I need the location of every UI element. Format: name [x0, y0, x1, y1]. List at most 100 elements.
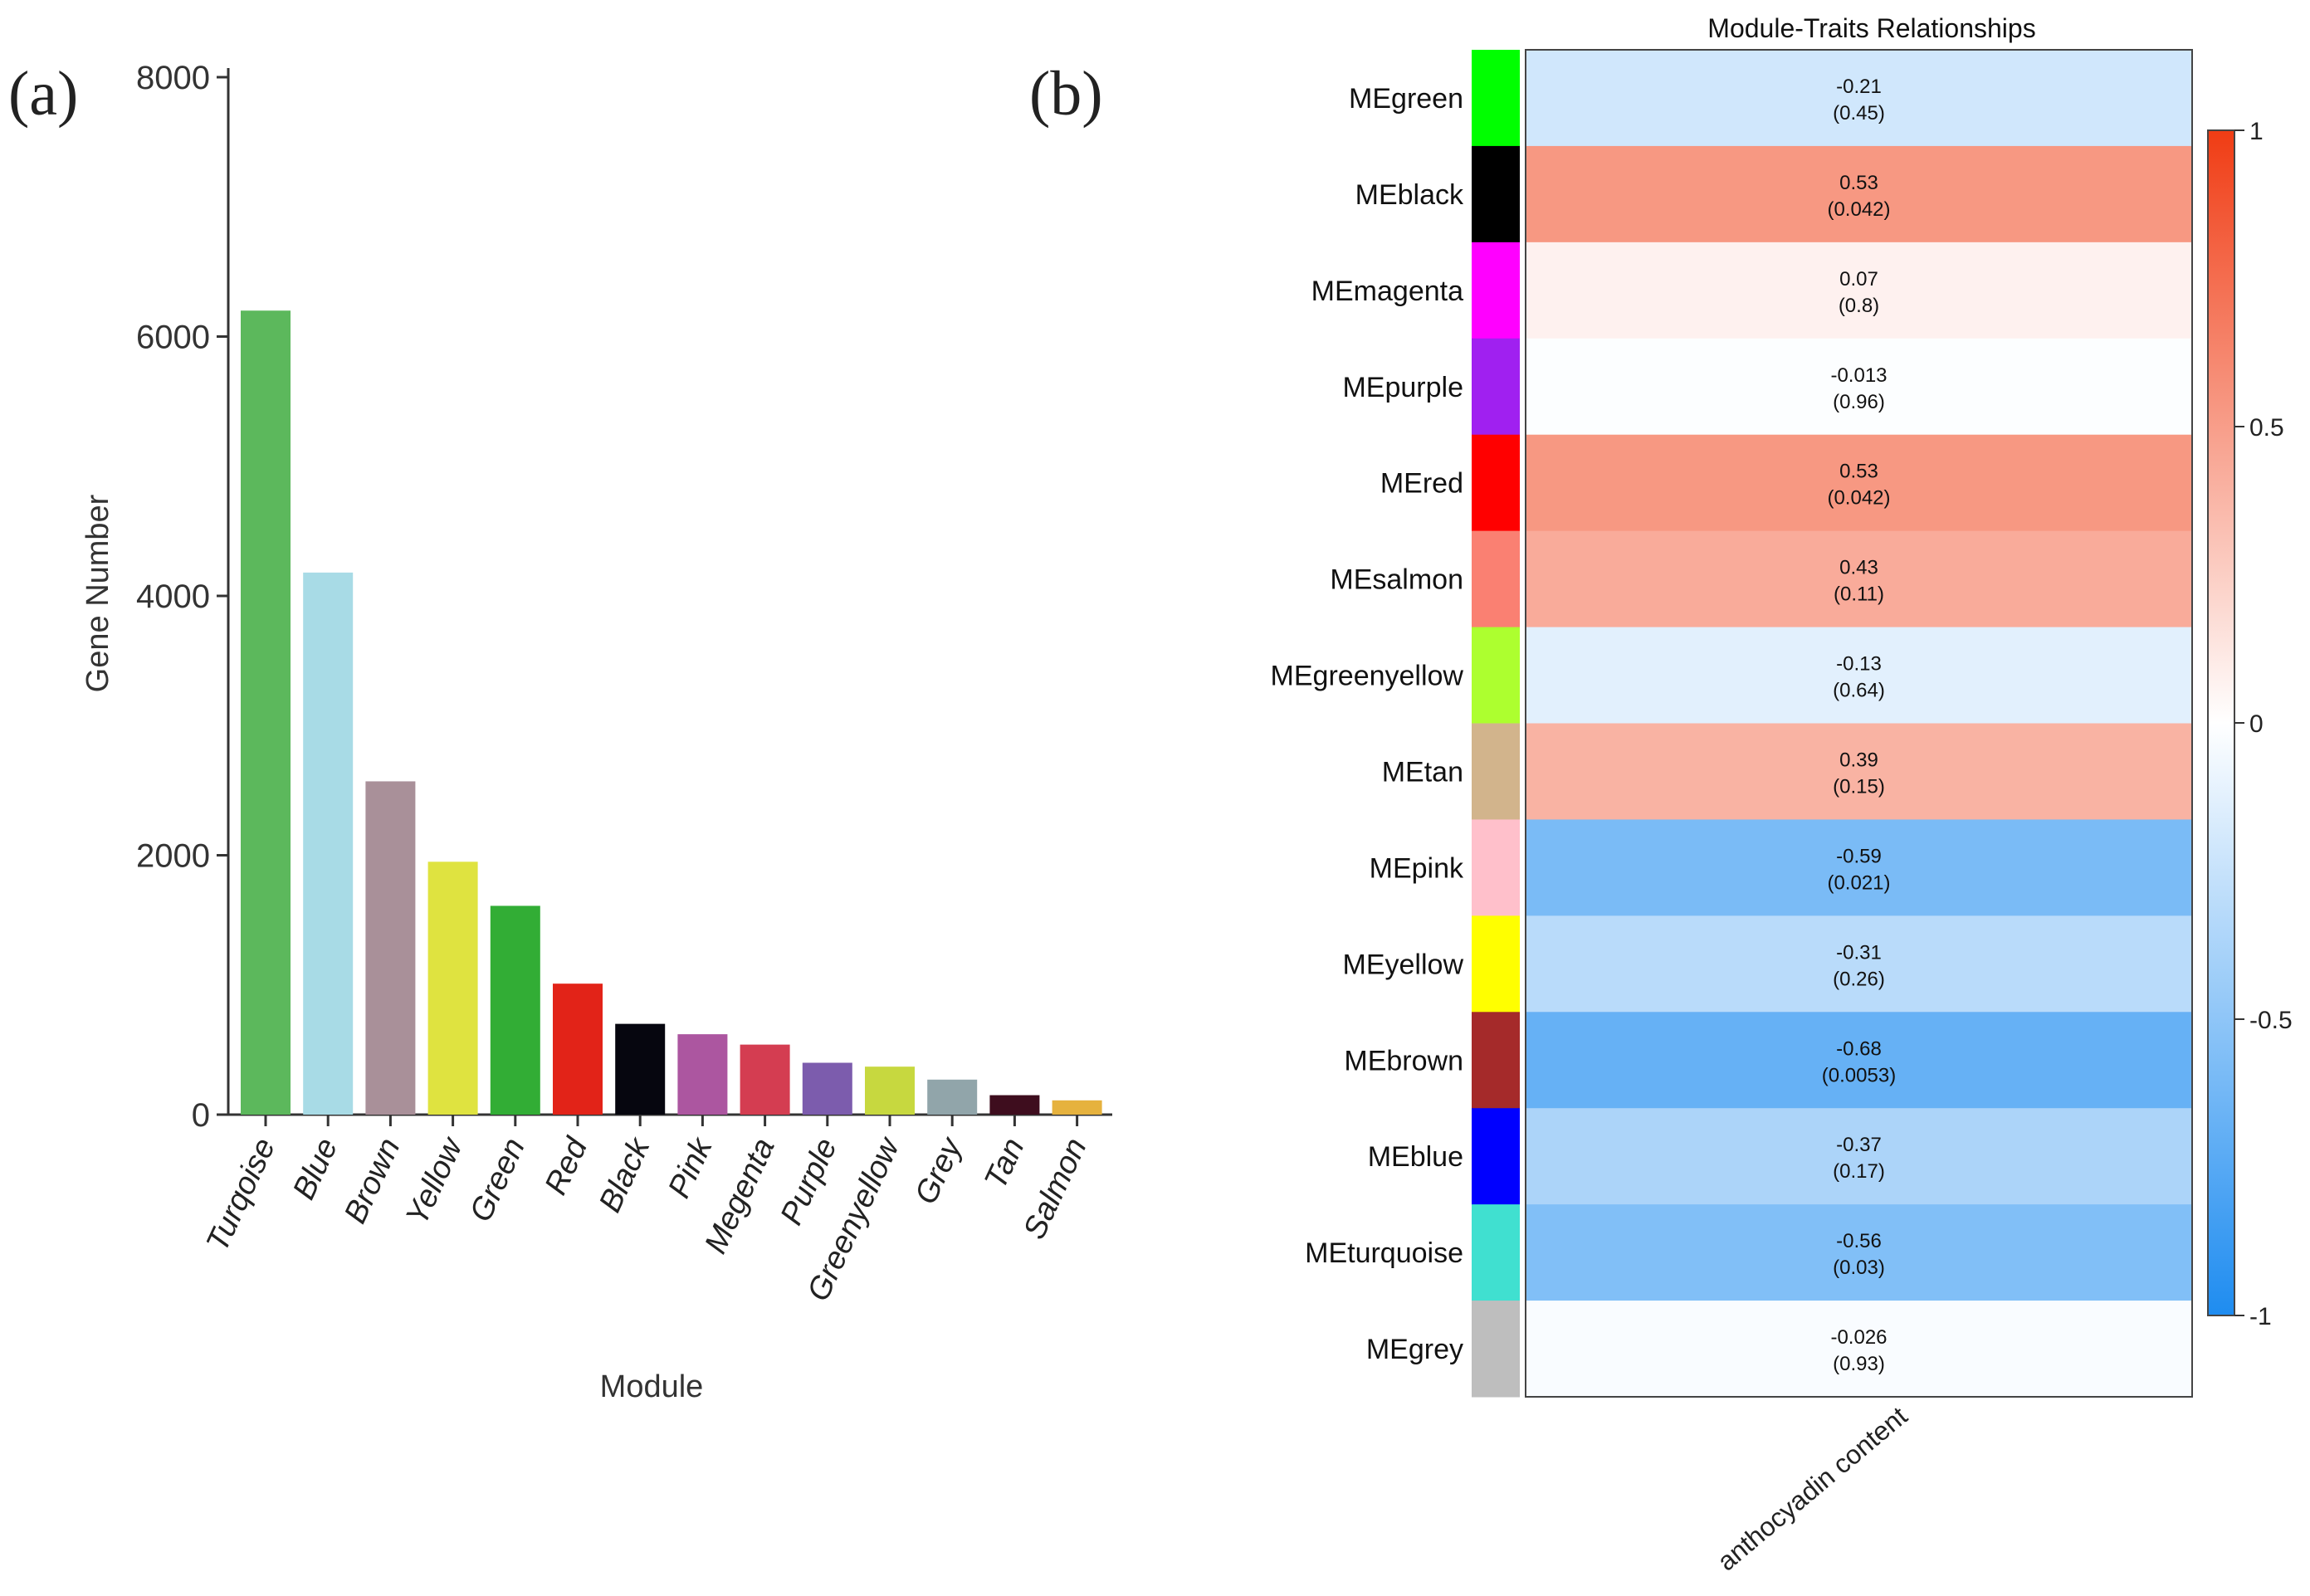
trait-label: anthocyadin content: [1712, 1401, 1913, 1577]
cell-correlation: -0.013: [1830, 364, 1887, 387]
cell-pvalue: (0.15): [1833, 775, 1885, 798]
cell-pvalue: (0.93): [1833, 1353, 1885, 1375]
colorbar-tick-label: 0.5: [2249, 414, 2284, 442]
module-label: MEsalmon: [1330, 564, 1463, 596]
cell-pvalue: (0.0053): [1822, 1064, 1896, 1086]
heatmap-cell: [1526, 1204, 2192, 1301]
module-swatch: [1472, 819, 1520, 916]
colorbar-tick-label: 0: [2249, 710, 2264, 738]
module-swatch: [1472, 1108, 1520, 1205]
heatmap-cell: [1526, 1012, 2192, 1109]
module-swatch: [1472, 915, 1520, 1013]
cell-pvalue: (0.26): [1833, 968, 1885, 990]
x-tick-label: Pink: [662, 1131, 720, 1203]
colorbar-tick-label: -0.5: [2249, 1007, 2293, 1034]
module-label: MEblack: [1355, 179, 1464, 211]
bar: [241, 310, 291, 1115]
module-swatch: [1472, 338, 1520, 436]
cell-pvalue: (0.17): [1833, 1160, 1885, 1183]
cell-pvalue: (0.042): [1827, 198, 1890, 221]
module-label: MEtan: [1382, 756, 1463, 788]
cell-correlation: 0.07: [1839, 268, 1878, 290]
cell-pvalue: (0.64): [1833, 680, 1885, 702]
x-axis-title: Module: [600, 1369, 704, 1404]
module-swatch: [1472, 1012, 1520, 1109]
heatmap-title: Module-Traits Relationships: [1707, 13, 2035, 43]
module-swatch: [1472, 434, 1520, 532]
cell-pvalue: (0.042): [1827, 487, 1890, 510]
module-label: MEpurple: [1342, 372, 1463, 403]
heatmap-cell: [1526, 434, 2192, 532]
cell-correlation: 0.39: [1839, 749, 1878, 771]
heatmap-cell: [1526, 338, 2192, 436]
bar: [490, 905, 540, 1115]
heatmap-cell: [1526, 819, 2192, 916]
x-tick-label: Yellow: [399, 1131, 471, 1231]
module-labels: MEgreen MEblack MEmagenta MEpurple MEred MEsa…: [1271, 83, 1464, 1365]
heatmap-cell: [1526, 50, 2192, 147]
panel-a-label: (a): [8, 59, 78, 129]
cell-correlation: -0.13: [1836, 653, 1882, 676]
bar: [802, 1062, 852, 1115]
y-tick-label: 2000: [136, 838, 210, 875]
y-tick-label: 0: [192, 1097, 210, 1134]
bar: [989, 1095, 1040, 1115]
module-label: MEblue: [1368, 1141, 1463, 1173]
bar: [1052, 1100, 1102, 1115]
heatmap-cell: [1526, 1301, 2192, 1398]
bar: [927, 1079, 978, 1115]
y-ticks: 0 2000 4000 6000 8000: [136, 60, 228, 1134]
heatmap-cell: [1526, 1108, 2192, 1205]
x-tick-label: Turqoise: [200, 1133, 282, 1257]
y-tick-label: 4000: [136, 578, 210, 615]
cell-correlation: -0.31: [1836, 941, 1882, 964]
cell-pvalue: (0.45): [1833, 102, 1885, 124]
heatmap-cell: [1526, 145, 2192, 243]
module-swatch: [1472, 242, 1520, 339]
x-tick-label: Grey: [908, 1131, 969, 1209]
cell-correlation: -0.21: [1836, 76, 1882, 98]
module-label: MEgrey: [1366, 1334, 1463, 1365]
cell-correlation: -0.37: [1836, 1134, 1882, 1156]
colorbar-tick-label: -1: [2249, 1303, 2272, 1330]
x-tick-label: Tan: [978, 1133, 1031, 1194]
cell-correlation: 0.43: [1839, 557, 1878, 579]
heatmap-cell: [1526, 627, 2192, 724]
cell-correlation: -0.56: [1836, 1230, 1882, 1252]
cell-pvalue: (0.8): [1839, 295, 1879, 317]
module-color-swatches: [1472, 50, 1520, 1398]
x-tick-label: Black: [593, 1131, 657, 1218]
module-label: MEpink: [1370, 852, 1464, 884]
colorbar-tick-label: 1: [2249, 118, 2264, 145]
cell-correlation: 0.53: [1839, 172, 1878, 194]
module-label: MEmagenta: [1311, 276, 1463, 307]
y-axis-title: Gene Number: [81, 494, 115, 692]
bar: [615, 1023, 666, 1115]
cell-correlation: -0.026: [1830, 1326, 1887, 1349]
module-label: MEgreen: [1349, 83, 1463, 115]
module-swatch: [1472, 1301, 1520, 1398]
module-swatch: [1472, 1204, 1520, 1301]
module-swatch: [1472, 145, 1520, 243]
x-tick-label: Red: [539, 1131, 595, 1200]
heatmap-cell: [1526, 530, 2192, 628]
bar: [303, 572, 354, 1115]
module-swatch: [1472, 50, 1520, 147]
module-label: MEyellow: [1343, 949, 1464, 980]
bar-marks: [241, 310, 1102, 1115]
bar: [740, 1044, 790, 1115]
panel-b-label: (b): [1029, 59, 1103, 129]
cell-pvalue: (0.11): [1834, 583, 1884, 606]
x-tick-label: Brown: [338, 1133, 408, 1228]
heatmap: Module-Traits Relationships -0.21 (0.45) 0…: [1271, 13, 2293, 1576]
heatmap-cell: [1526, 723, 2192, 820]
heatmap-cell: [1526, 915, 2192, 1013]
cell-correlation: -0.68: [1836, 1037, 1882, 1060]
bar: [427, 861, 478, 1115]
y-tick-label: 8000: [136, 60, 210, 96]
y-tick-label: 6000: [136, 320, 210, 356]
heatmap-border: [1525, 49, 2193, 1398]
cell-correlation: 0.53: [1839, 461, 1878, 483]
module-swatch: [1472, 723, 1520, 820]
